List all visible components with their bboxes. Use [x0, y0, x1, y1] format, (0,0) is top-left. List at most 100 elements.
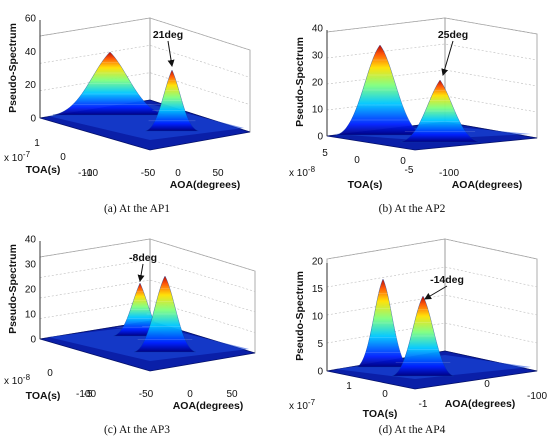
y-axis-label: TOA(s)	[26, 164, 61, 176]
z-tick-label: 0	[30, 114, 36, 125]
z-gridline	[326, 69, 538, 87]
z-axis-label: Pseudo-Spectrum	[294, 271, 306, 361]
z-tick-label: 30	[312, 51, 324, 62]
y-tick-label: -5	[405, 165, 414, 176]
y-tick-label: 0	[382, 389, 388, 400]
x-tick-label: 50	[212, 168, 224, 179]
x-tick-label: -100	[439, 168, 459, 179]
x-axis-label: AOA(degrees)	[170, 179, 241, 191]
back-wall-right	[444, 238, 538, 372]
y-axis-scale: x 10-8	[4, 373, 31, 387]
z-tick-label: 30	[25, 260, 37, 271]
spectrum-peak-1	[335, 44, 425, 136]
chart-panel-3: 0 10 20 30 40 Pseudo-Spectrum 0 -5-100 -50 0 50 x 1…	[4, 235, 256, 436]
z-gridline	[39, 238, 256, 272]
spectrum-peak-1	[52, 51, 168, 116]
z-gridline	[326, 43, 538, 61]
z-tick-label: 10	[25, 310, 37, 321]
y-axis-label: TOA(s)	[348, 179, 383, 191]
z-gridline	[326, 238, 538, 260]
z-tick-label: 20	[312, 257, 324, 268]
z-gridline	[39, 72, 251, 105]
z-gridline	[326, 95, 538, 113]
y-axis-exponent: -8	[23, 373, 31, 382]
subfigure-caption: (d) At the AP4	[379, 424, 446, 436]
spectrum-peak-2	[392, 295, 454, 377]
x-tick-label: 0	[400, 156, 406, 167]
subfigure-caption: (c) At the AP3	[104, 424, 170, 436]
z-gridline	[39, 259, 256, 292]
z-tick-label: 60	[25, 14, 37, 25]
y-tick-label: -1	[419, 399, 428, 410]
z-axis-label: Pseudo-Spectrum	[7, 244, 19, 334]
z-axis-label: Pseudo-Spectrum	[294, 37, 306, 127]
z-tick-label: 40	[25, 235, 37, 246]
y-tick-label: 1	[346, 381, 352, 392]
y-tick-label: 0	[354, 155, 360, 166]
x-tick-label: 0	[175, 168, 181, 179]
z-tick-label: 20	[312, 78, 324, 89]
y-axis-exponent: -7	[23, 150, 31, 159]
subfigure-caption: (a) At the AP1	[104, 203, 170, 215]
y-tick-label: 0	[60, 152, 66, 163]
y-tick-label: -5	[84, 389, 93, 400]
z-tick-label: 40	[25, 47, 37, 58]
x-tick-label: -100	[78, 168, 98, 179]
annotation-arrow	[441, 40, 454, 76]
peak-annotation: -14deg	[430, 274, 464, 286]
y-axis-scale: x 10-8	[289, 165, 316, 179]
y-axis-label: TOA(s)	[363, 408, 398, 420]
z-tick-label: 0	[317, 367, 323, 378]
x-tick-label: -50	[141, 168, 156, 179]
y-tick-label: 5	[322, 148, 328, 159]
y-tick-label: 0	[47, 368, 53, 379]
peak-annotation: -8deg	[129, 252, 157, 264]
y-axis-label: TOA(s)	[26, 390, 61, 402]
z-axis-label: Pseudo-Spectrum	[7, 23, 19, 113]
z-tick-label: 5	[317, 339, 323, 350]
spectrum-peak-2	[145, 69, 199, 132]
spectrum-peak-2	[134, 275, 196, 353]
z-tick-label: 0	[317, 132, 323, 143]
peak-annotation: 21deg	[153, 29, 183, 41]
y-tick-label: 1	[34, 138, 40, 149]
subfigure-caption: (b) At the AP2	[379, 203, 446, 215]
y-axis-exponent: -8	[308, 165, 316, 174]
y-tick-label: -1	[84, 168, 93, 179]
z-gridline	[326, 294, 538, 316]
z-gridline	[39, 45, 251, 78]
x-tick-label: 50	[226, 389, 238, 400]
peak-annotation: 25deg	[438, 29, 468, 41]
spectrum-peak-2	[400, 79, 480, 143]
y-axis-scale: x 10-7	[289, 398, 316, 412]
x-axis-label: AOA(degrees)	[452, 179, 523, 191]
annotation-arrow	[137, 263, 145, 282]
z-gridline	[326, 17, 538, 35]
z-tick-label: 20	[25, 80, 37, 91]
y-axis-scale: x 10-7	[4, 150, 31, 164]
z-tick-label: 10	[312, 105, 324, 116]
chart-panel-1: 0 20 40 60 Pseudo-Spectrum 1 0 -1-100 -50 0 50 x 10…	[4, 14, 251, 215]
x-tick-label: 0	[484, 379, 490, 390]
z-tick-label: 40	[312, 24, 324, 35]
annotation-arrow	[424, 285, 448, 300]
x-axis-label: AOA(degrees)	[445, 398, 516, 410]
z-tick-label: 10	[312, 312, 324, 323]
x-tick-label: -100	[527, 391, 547, 402]
x-axis-label: AOA(degrees)	[173, 400, 244, 412]
spectrum-peak-1	[356, 278, 410, 368]
z-gridline	[39, 17, 251, 51]
z-tick-label: 0	[30, 335, 36, 346]
z-gridline	[39, 300, 256, 333]
x-tick-label: -50	[139, 389, 154, 400]
z-tick-label: 20	[25, 285, 37, 296]
x-tick-label: 0	[187, 389, 193, 400]
z-gridline	[39, 279, 256, 313]
annotation-arrow	[167, 40, 175, 67]
y-axis-exponent: -7	[308, 398, 316, 407]
x-tick-label: -100	[76, 389, 96, 400]
z-tick-label: 15	[312, 284, 324, 295]
